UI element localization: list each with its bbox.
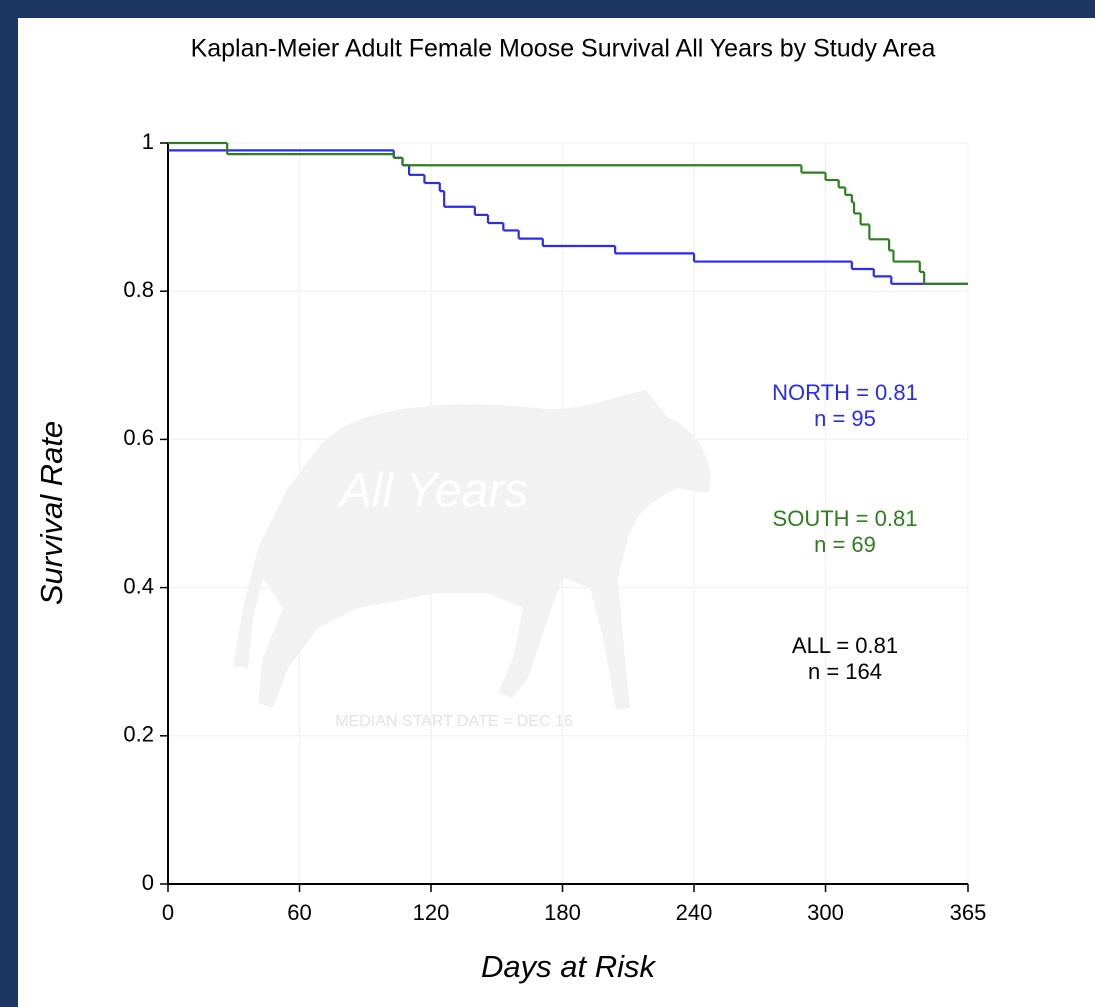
watermark: All Years [337,465,529,518]
annotation: NORTH = 0.81 [772,380,918,405]
y-tick-label: 0.4 [123,573,154,598]
annotation: ALL = 0.81 [792,633,898,658]
y-axis-label: Survival Rate [34,421,69,605]
y-tick-label: 1 [142,129,154,154]
annotation: n = 164 [808,659,882,684]
moose-silhouette [233,390,711,710]
x-tick-label: 180 [544,900,581,925]
chart-panel: All Years MEDIAN START DATE = DEC 16 Kap… [18,18,1095,1007]
y-tick-label: 0.2 [123,722,154,747]
annotation: n = 95 [814,406,876,431]
x-axis-label: Days at Risk [481,949,656,984]
x-tick-label: 300 [807,900,844,925]
x-tick-label: 365 [950,900,987,925]
y-tick-label: 0.6 [123,425,154,450]
annotation: SOUTH = 0.81 [773,506,918,531]
y-tick-label: 0 [142,870,154,895]
x-tick-label: 0 [162,900,174,925]
chart-title: Kaplan-Meier Adult Female Moose Survival… [191,35,936,63]
x-tick-label: 240 [676,900,713,925]
y-tick-label: 0.8 [123,277,154,302]
chart: All Years MEDIAN START DATE = DEC 16 Kap… [34,35,987,985]
x-tick-label: 60 [287,900,311,925]
annotation: n = 69 [814,532,876,557]
footnote: MEDIAN START DATE = DEC 16 [335,713,573,730]
x-tick-label: 120 [413,900,450,925]
